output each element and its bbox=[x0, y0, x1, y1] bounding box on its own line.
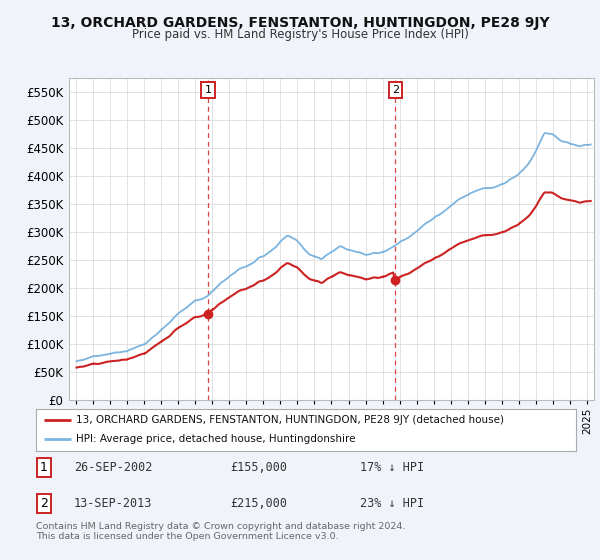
Text: 13, ORCHARD GARDENS, FENSTANTON, HUNTINGDON, PE28 9JY: 13, ORCHARD GARDENS, FENSTANTON, HUNTING… bbox=[50, 16, 550, 30]
Text: Contains HM Land Registry data © Crown copyright and database right 2024.
This d: Contains HM Land Registry data © Crown c… bbox=[36, 522, 406, 542]
Text: 17% ↓ HPI: 17% ↓ HPI bbox=[360, 461, 424, 474]
Text: 13, ORCHARD GARDENS, FENSTANTON, HUNTINGDON, PE28 9JY (detached house): 13, ORCHARD GARDENS, FENSTANTON, HUNTING… bbox=[77, 415, 505, 425]
Text: HPI: Average price, detached house, Huntingdonshire: HPI: Average price, detached house, Hunt… bbox=[77, 435, 356, 445]
Text: 26-SEP-2002: 26-SEP-2002 bbox=[74, 461, 152, 474]
Text: 1: 1 bbox=[205, 85, 211, 95]
Text: 2: 2 bbox=[392, 85, 399, 95]
Text: Price paid vs. HM Land Registry's House Price Index (HPI): Price paid vs. HM Land Registry's House … bbox=[131, 28, 469, 41]
Text: £155,000: £155,000 bbox=[230, 461, 287, 474]
Text: 23% ↓ HPI: 23% ↓ HPI bbox=[360, 497, 424, 510]
Text: 1: 1 bbox=[40, 461, 48, 474]
Text: 13-SEP-2013: 13-SEP-2013 bbox=[74, 497, 152, 510]
Text: £215,000: £215,000 bbox=[230, 497, 287, 510]
Text: 2: 2 bbox=[40, 497, 48, 510]
